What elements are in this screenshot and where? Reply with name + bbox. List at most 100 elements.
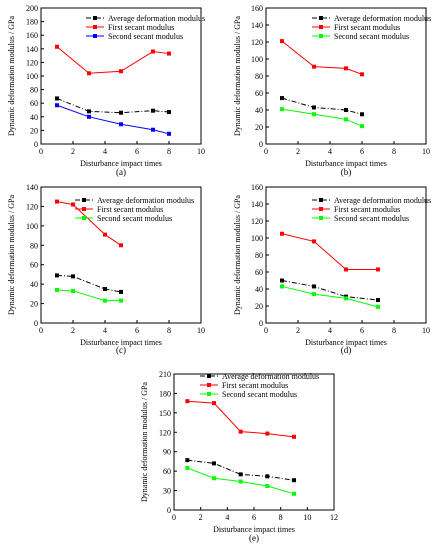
legend-label: First secant modulus [334, 23, 400, 32]
y-tick-label: 140 [251, 21, 263, 30]
y-tick-label: 0 [259, 319, 263, 328]
data-point [103, 287, 107, 291]
x-tick-label: 4 [328, 147, 332, 156]
series-2 [55, 287, 123, 303]
legend-label: Second secant modulus [334, 32, 409, 41]
data-point [103, 232, 107, 237]
data-point [280, 39, 284, 44]
series-2 [280, 284, 380, 309]
legend-label: Second secant modulus [108, 32, 183, 41]
data-point [119, 69, 123, 74]
x-tick-label: 6 [360, 147, 364, 156]
x-axis-label: Disturbance impact times [213, 525, 295, 534]
panel-label: (d) [341, 345, 352, 355]
legend-marker [319, 16, 323, 20]
series-1 [280, 231, 380, 272]
x-tick-label: 2 [71, 326, 75, 335]
data-point [87, 114, 91, 119]
y-tick-label: 180 [159, 389, 171, 398]
data-point [280, 107, 284, 112]
data-point [238, 479, 243, 484]
data-point [71, 274, 75, 279]
y-tick-label: 60 [163, 467, 171, 476]
x-tick-label: 6 [135, 326, 139, 335]
y-tick-label: 120 [159, 428, 171, 437]
y-tick-label: 60 [255, 89, 263, 98]
x-tick-label: 0 [264, 147, 268, 156]
legend-marker [319, 25, 323, 29]
x-tick-label: 0 [39, 326, 43, 335]
data-point [376, 298, 380, 303]
data-point [312, 284, 316, 289]
series-0 [185, 458, 296, 483]
data-point [55, 287, 59, 292]
series-1 [185, 399, 296, 439]
y-tick-label: 0 [34, 319, 38, 328]
y-tick-label: 20 [30, 300, 38, 309]
data-point [280, 96, 284, 101]
series-0 [280, 96, 364, 117]
x-tick-label: 12 [330, 513, 338, 522]
y-axis-label: Dynamic deformation modulus / GPa [233, 195, 242, 315]
data-point [55, 199, 59, 204]
x-tick-label: 10 [422, 326, 430, 335]
legend-label: Second secant modulus [334, 214, 409, 223]
legend-label: First secant modulus [108, 23, 174, 32]
x-tick-label: 10 [197, 147, 205, 156]
series-line [56, 289, 121, 302]
legend-marker [319, 207, 323, 211]
data-point [292, 478, 296, 483]
y-tick-label: 40 [255, 285, 263, 294]
y-tick-label: 140 [26, 183, 38, 192]
panel-label: (b) [341, 167, 352, 177]
series-line [56, 97, 170, 114]
panel-label: (a) [116, 167, 126, 177]
y-tick-label: 140 [26, 45, 38, 54]
panel-label: (e) [249, 533, 259, 543]
chart-group: 0 2 4 6 8 10020406080100120140160Disturbance … [233, 183, 431, 355]
y-tick-label: 100 [26, 222, 38, 231]
legend-marker [207, 374, 211, 378]
data-point [119, 122, 123, 127]
series-line [281, 280, 379, 301]
y-tick-label: 160 [26, 31, 38, 40]
y-tick-label: 80 [255, 72, 263, 81]
data-point [55, 44, 59, 49]
data-point [312, 105, 316, 110]
legend-label: First secant modulus [97, 205, 163, 214]
legend-marker [207, 383, 211, 387]
x-tick-label: 0 [39, 147, 43, 156]
data-point [119, 298, 123, 303]
legend-label: Average deformation modulus [334, 14, 431, 23]
y-tick-label: 20 [255, 123, 263, 132]
y-tick-label: 120 [251, 217, 263, 226]
data-point [265, 474, 270, 479]
y-axis-label: Dynamic deformation modulus / GPa [233, 16, 242, 136]
legend-label: Average deformation modulus [222, 372, 319, 381]
data-point [312, 64, 316, 69]
data-point [344, 108, 348, 112]
data-point [360, 112, 364, 117]
chart-group: 0 2 4 6 8 10020406080100120140160180200Distur… [7, 4, 205, 177]
x-tick-label: 2 [199, 513, 203, 522]
y-tick-label: 30 [163, 487, 171, 496]
data-point [167, 110, 171, 115]
y-tick-label: 120 [26, 58, 38, 67]
y-tick-label: 20 [30, 126, 38, 135]
y-tick-label: 100 [26, 72, 38, 81]
series-line [187, 459, 295, 481]
series-line [281, 285, 379, 308]
y-axis-label: Dynamic deformation modulus / GPa [7, 195, 16, 315]
series-line [281, 108, 363, 127]
chart-group: 0 2 4 6 8 10020406080100120140160Disturbance … [233, 4, 431, 177]
data-point [55, 103, 59, 108]
data-point [265, 431, 270, 436]
data-point [360, 72, 364, 77]
data-point [312, 239, 316, 244]
data-point [119, 289, 123, 294]
